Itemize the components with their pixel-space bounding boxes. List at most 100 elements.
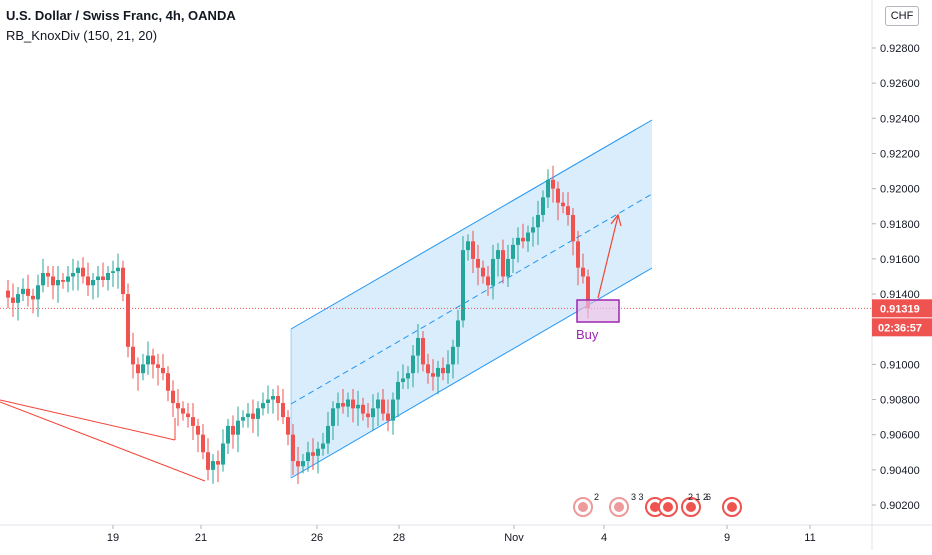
candle-body	[176, 403, 180, 409]
price-tick-label: 0.92600	[880, 78, 920, 90]
time-tick-label: 21	[195, 532, 207, 544]
candle-body	[301, 461, 305, 467]
candle-body	[116, 267, 120, 272]
price-tick-label: 0.92000	[880, 184, 920, 196]
symbol-title: U.S. Dollar / Swiss Franc, 4h, OANDA	[6, 8, 236, 23]
candle-body	[11, 297, 15, 303]
time-tick-label: 26	[311, 532, 323, 544]
candle-body	[411, 355, 415, 374]
candle-body	[46, 272, 50, 277]
candle-body	[571, 214, 575, 242]
time-tick-label: 9	[724, 532, 730, 544]
candle-body	[221, 443, 225, 465]
countdown-tag-bg	[872, 318, 932, 337]
candle-body	[121, 267, 125, 295]
candle-body	[96, 276, 100, 281]
candle-body	[416, 338, 420, 356]
candle-body	[161, 367, 165, 374]
event-count: 6	[706, 492, 711, 502]
candle-body	[81, 267, 85, 277]
candle-body	[496, 250, 500, 259]
current-price-tag-bg	[872, 299, 932, 318]
buy-zone-box	[576, 299, 620, 323]
candle-body	[141, 364, 145, 374]
candle-body	[501, 250, 505, 277]
candle-body	[51, 276, 55, 286]
candle-body	[526, 232, 530, 242]
event-count: 3 3	[631, 492, 644, 502]
candle-body	[386, 413, 390, 421]
price-tick-label: 0.91600	[880, 254, 920, 266]
candle-body	[551, 179, 555, 189]
candle-body	[461, 250, 465, 321]
divergence-line-2	[0, 401, 206, 482]
event-flag-icon-core	[614, 502, 624, 512]
candle-body	[541, 197, 545, 215]
candle-body	[296, 461, 300, 467]
candle-body	[341, 403, 345, 407]
candle-body	[456, 320, 460, 347]
candle-body	[211, 461, 215, 470]
price-tick-label: 0.90600	[880, 430, 920, 442]
price-tick-label: 0.90400	[880, 465, 920, 477]
candle-body	[231, 425, 235, 435]
candle-body	[181, 408, 185, 414]
candle-body	[191, 417, 195, 426]
chart-legend: U.S. Dollar / Swiss Franc, 4h, OANDA RB_…	[6, 6, 236, 46]
candle-body	[61, 280, 65, 282]
candle-body	[151, 355, 155, 365]
candle-body	[426, 364, 430, 374]
candle-body	[286, 417, 290, 435]
price-tick-label: 0.90200	[880, 500, 920, 512]
candle-body	[406, 373, 410, 379]
candle-body	[326, 425, 330, 444]
candle-body	[471, 241, 475, 259]
candle-body	[371, 408, 375, 418]
candle-body	[576, 241, 580, 268]
candle-body	[331, 408, 335, 426]
candle-body	[76, 267, 80, 273]
candle-body	[31, 295, 35, 300]
candle-body	[506, 258, 510, 277]
event-flag-icon-core	[686, 502, 696, 512]
candle-body	[431, 373, 435, 377]
candle-body	[196, 425, 200, 435]
candle-body	[186, 413, 190, 418]
candle-body	[206, 452, 210, 470]
price-tick-label: 0.90800	[880, 395, 920, 407]
candle-body	[256, 408, 260, 419]
candle-body	[266, 399, 270, 404]
candle-body	[111, 271, 115, 273]
candle-body	[436, 367, 440, 377]
candle-body	[201, 434, 205, 453]
candle-body	[511, 244, 515, 259]
time-tick-label: 4	[601, 532, 607, 544]
candle-body	[156, 364, 160, 368]
countdown-tag: 02:36:57	[878, 322, 922, 334]
price-tick-label: 0.92400	[880, 113, 920, 125]
candle-body	[381, 399, 385, 414]
time-tick-label: Nov	[504, 532, 524, 544]
candle-body	[421, 338, 425, 365]
time-tick-label: 28	[393, 532, 405, 544]
candle-body	[271, 396, 275, 400]
candle-body	[446, 364, 450, 374]
candle-body	[86, 276, 90, 286]
candle-body	[36, 285, 40, 300]
candle-body	[106, 272, 110, 281]
candle-body	[291, 434, 295, 462]
candle-body	[466, 241, 470, 251]
candle-body	[41, 272, 45, 286]
event-count: 2 1 2	[688, 492, 708, 502]
price-tick-label: 0.92200	[880, 148, 920, 160]
candle-body	[521, 237, 525, 242]
candle-body	[546, 179, 550, 198]
candle-body	[66, 276, 70, 282]
indicator-label: RB_KnoxDiv (150, 21, 20)	[6, 28, 158, 43]
candle-body	[131, 346, 135, 365]
currency-button[interactable]: CHF	[885, 6, 919, 26]
channel-upper-line	[290, 119, 653, 330]
candle-body	[531, 227, 535, 233]
time-tick-label: 11	[804, 532, 815, 544]
